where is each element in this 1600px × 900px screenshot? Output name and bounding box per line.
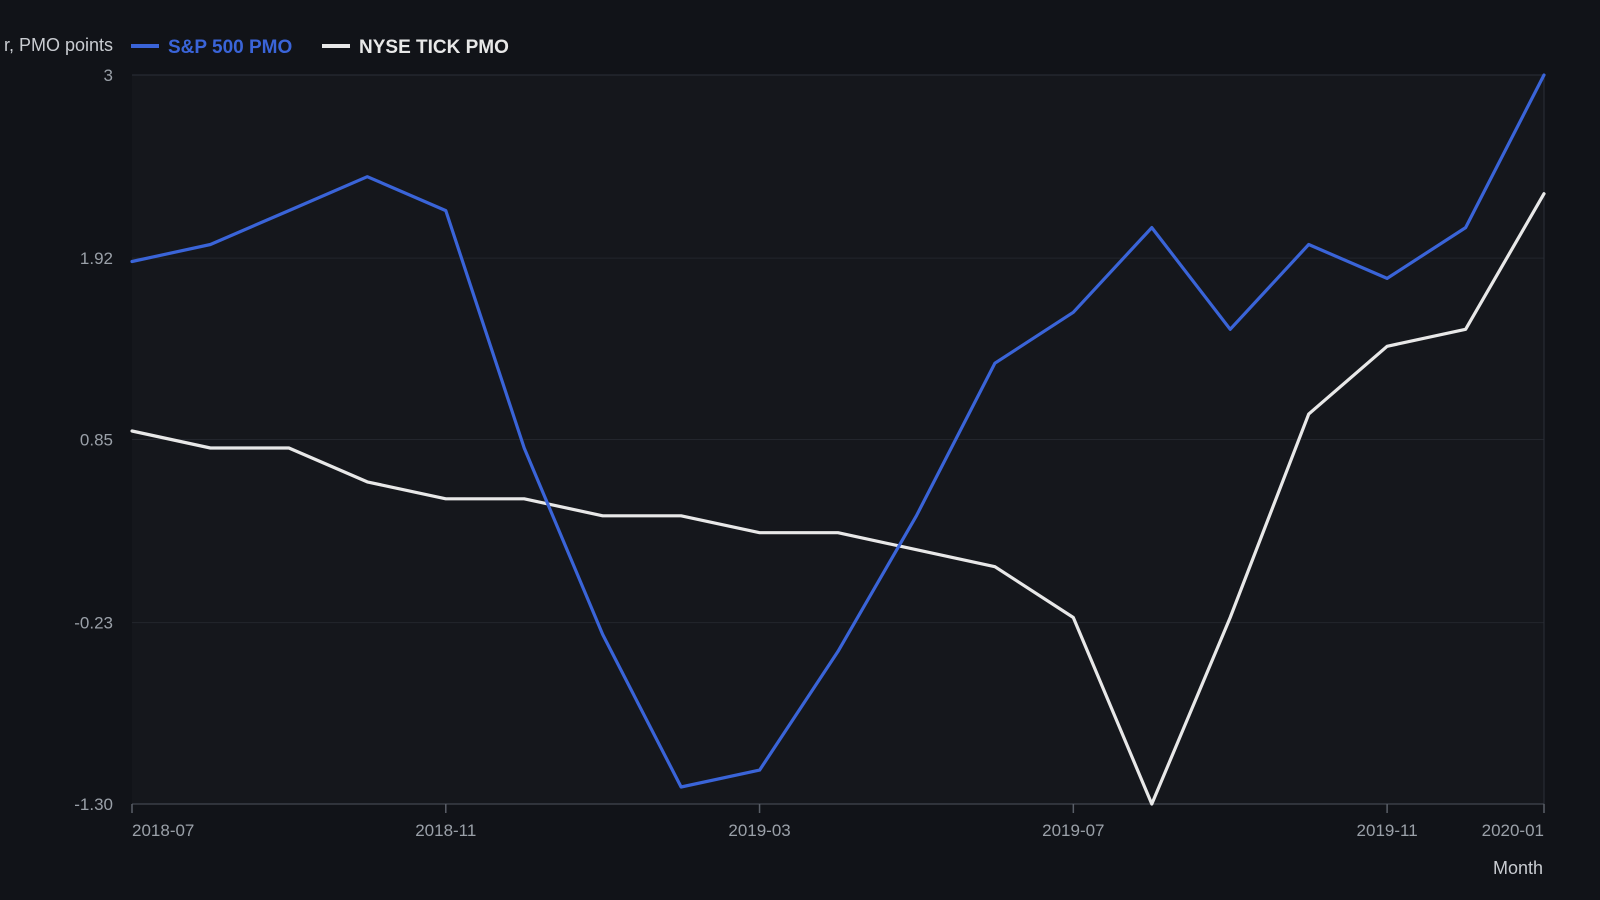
y-tick-label: 3 [104,66,113,85]
x-axis-title: Month [1493,858,1543,878]
legend-item-nyse-tick[interactable]: NYSE TICK PMO [322,37,509,58]
series-line-sp500 [130,73,1546,789]
legend: r, PMO points S&P 500 PMO NYSE TICK PMO [4,35,509,58]
gridlines [132,74,1545,805]
x-tick-label: 2018-07 [132,821,194,840]
y-tick-label: 1.92 [80,249,113,268]
x-tick-label: 2019-03 [728,821,790,840]
y-tick-label: 0.85 [80,431,113,450]
legend-item-sp500[interactable]: S&P 500 PMO [131,37,292,58]
series-line-nyse-tick [130,192,1546,806]
x-tick-label: 2019-07 [1042,821,1104,840]
series-group [130,73,1546,806]
y-axis-title: r, PMO points [4,35,113,55]
x-tick-label: 2019-11 [1357,821,1418,840]
legend-label-sp500: S&P 500 PMO [168,37,292,58]
y-tick-label: -1.30 [74,795,113,814]
legend-label-nyse-tick: NYSE TICK PMO [359,37,509,58]
x-axis: 2018-07 2018-11 2019-03 2019-07 2019-11 2020-… [131,803,1545,840]
y-axis: 3 1.92 0.85 -0.23 -1.30 [74,66,113,814]
x-tick-label: 2020-01 [1482,821,1544,840]
x-tick-label: 2018-11 [415,821,476,840]
y-tick-label: -0.23 [74,614,113,633]
